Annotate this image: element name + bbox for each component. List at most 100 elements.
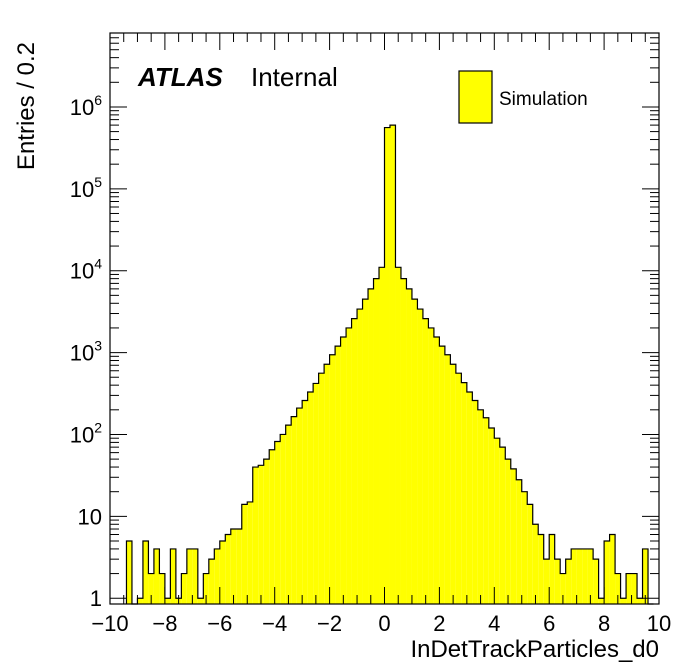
- histogram-bin: [620, 598, 627, 604]
- histogram-bin: [335, 346, 341, 604]
- legend: Simulation: [458, 70, 588, 124]
- x-tick-label: −4: [262, 611, 287, 636]
- histogram-bin: [362, 299, 369, 604]
- x-tick-label: 2: [433, 611, 445, 636]
- histogram-bin: [565, 559, 572, 604]
- x-tick-label: −8: [152, 611, 177, 636]
- histogram-bin: [571, 548, 577, 604]
- atlas-internal-label: Internal: [251, 62, 338, 92]
- histogram-bin: [329, 354, 336, 604]
- histogram-bin: [274, 441, 281, 604]
- histogram-bin: [598, 598, 605, 604]
- histogram-bin: [197, 598, 204, 604]
- histogram-bin: [225, 534, 231, 604]
- y-tick-label: 102: [70, 419, 102, 447]
- histogram-bin: [203, 573, 209, 604]
- histogram-bin: [219, 540, 226, 604]
- histogram-bin: [466, 392, 473, 604]
- histogram-bin: [516, 479, 522, 604]
- histogram-bin: [422, 318, 429, 604]
- histogram-bin: [280, 434, 286, 604]
- histogram-bin: [247, 501, 253, 604]
- histogram-bin: [615, 573, 621, 604]
- y-tick-label: 10: [78, 504, 102, 529]
- histogram-bin: [148, 573, 154, 604]
- histogram-bin: [604, 540, 610, 604]
- histogram-bin: [252, 467, 259, 604]
- x-tick-label: 6: [543, 611, 555, 636]
- histogram-bin: [384, 127, 390, 604]
- histogram-bin: [269, 449, 275, 604]
- histogram-bin: [357, 309, 363, 604]
- histogram-bin: [230, 529, 237, 604]
- histogram-bin: [560, 573, 566, 604]
- atlas-label: ATLAS: [137, 62, 223, 92]
- histogram-bin: [538, 534, 544, 604]
- histogram-bin: [285, 425, 292, 604]
- histogram-bin: [153, 548, 160, 604]
- histogram-bin: [313, 383, 319, 604]
- histogram-bin: [532, 524, 539, 604]
- histogram-outline: [125, 124, 654, 605]
- histogram-bin: [291, 416, 297, 604]
- x-tick-label: 10: [647, 611, 671, 636]
- histogram-bin: [395, 267, 401, 604]
- y-tick-label: 106: [70, 92, 102, 120]
- histogram-bin: [549, 534, 555, 604]
- x-tick-label: −2: [317, 611, 342, 636]
- y-axis-title: Entries / 0.2: [13, 42, 40, 170]
- histogram-bin: [400, 278, 407, 604]
- histogram-bin: [488, 427, 495, 604]
- y-tick-label: 103: [70, 338, 102, 366]
- histogram-bin: [450, 364, 456, 604]
- legend-label-simulation: Simulation: [499, 89, 588, 110]
- x-tick-label: 8: [598, 611, 610, 636]
- histogram-bin: [137, 598, 143, 604]
- histogram-bin: [379, 267, 385, 604]
- histogram-bin: [192, 548, 198, 604]
- histogram-bin: [417, 309, 423, 604]
- y-tick-labels: 1 10 102 103 104 105 106: [70, 92, 102, 611]
- x-tick-label: −10: [91, 611, 128, 636]
- histogram-bin: [307, 392, 314, 604]
- histogram-bin: [126, 540, 132, 604]
- histogram-bin: [411, 299, 418, 604]
- histogram-bin: [582, 548, 588, 604]
- histogram-bin: [258, 465, 264, 604]
- histogram-bin: [428, 327, 434, 604]
- histogram-bin: [433, 336, 440, 604]
- histogram-bin: [142, 540, 149, 604]
- axis-ticks: [109, 32, 660, 604]
- histogram-bin: [324, 364, 330, 604]
- histogram-bin: [631, 573, 638, 604]
- histogram-bin: [373, 278, 380, 604]
- histogram-bin: [642, 548, 649, 604]
- histogram-bin: [461, 382, 467, 604]
- y-tick-label: 105: [70, 174, 102, 202]
- histogram-bin: [444, 354, 451, 604]
- histogram-bin: [609, 534, 616, 604]
- histogram-bin: [593, 559, 599, 604]
- histogram-bin: [170, 548, 176, 604]
- histogram-bars: [126, 125, 649, 604]
- histogram-bin: [576, 548, 583, 604]
- y-tick-label: 1: [90, 586, 102, 611]
- x-axis-title: InDetTrackParticles_d0: [410, 636, 659, 663]
- histogram-bin: [340, 336, 347, 604]
- histogram-bin: [346, 327, 352, 604]
- histogram-bin: [406, 288, 412, 604]
- histogram-bin: [159, 573, 165, 604]
- x-tick-label: 0: [378, 611, 390, 636]
- histogram-bin: [236, 529, 242, 604]
- histogram-bin: [505, 459, 511, 604]
- histogram-bin: [527, 504, 533, 604]
- histogram-bin: [637, 598, 643, 604]
- histogram-bin: [164, 598, 171, 604]
- histogram-bin: [587, 548, 594, 604]
- histogram-bin: [186, 548, 193, 604]
- x-tick-labels: −10 −8 −6 −4 −2 0 2 4 6 8 10: [91, 611, 671, 636]
- histogram-bin: [296, 408, 303, 604]
- histogram-bin: [483, 417, 489, 604]
- histogram-bin: [208, 559, 215, 604]
